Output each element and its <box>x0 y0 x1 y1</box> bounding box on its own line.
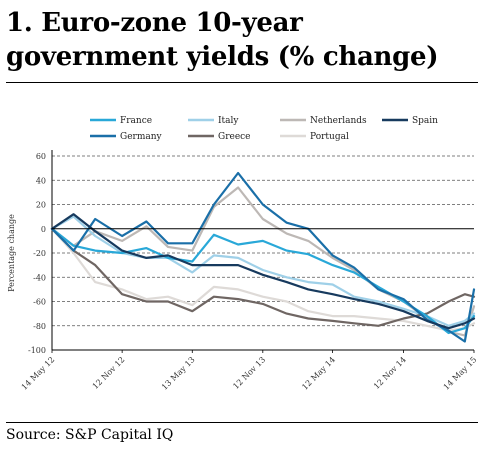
y-tick-label: -40 <box>33 273 46 282</box>
y-tick-label: 60 <box>36 152 46 161</box>
title-divider <box>6 82 478 83</box>
legend-label-germany: Germany <box>120 132 163 142</box>
y-tick-label: -60 <box>33 298 46 307</box>
x-tick-label: 12 Nov 12 <box>91 355 127 391</box>
line-chart: 60 40 20 0 -20 -40 -60 -80 -100 Percentage change… <box>7 116 479 392</box>
y-tick-label: -100 <box>28 346 46 355</box>
chart-title: 1. Euro-zone 10-year government yields (… <box>6 8 439 72</box>
legend-label-netherlands: Netherlands <box>310 116 367 126</box>
series-line-portugal <box>50 227 476 332</box>
legend-label-greece: Greece <box>218 132 251 142</box>
x-tick-label: 14 May 12 <box>20 355 57 392</box>
x-tick-label: 12 May 14 <box>300 355 337 392</box>
y-tick-label: 0 <box>41 225 46 234</box>
y-tick-label: -80 <box>33 322 46 331</box>
source-note: Source: S&P Capital IQ <box>6 427 174 443</box>
x-tick-label: 14 May 15 <box>442 355 479 392</box>
legend-label-italy: Italy <box>218 116 239 126</box>
series-line-spain <box>50 213 476 330</box>
y-tick-label: -20 <box>33 249 46 258</box>
y-tick-label: 20 <box>36 201 46 210</box>
y-axis-label: Percentage change <box>7 214 16 292</box>
y-tick-label: 40 <box>36 176 46 185</box>
legend-label-portugal: Portugal <box>310 132 349 142</box>
x-tick-label: 12 Nov 14 <box>372 355 408 391</box>
legend-label-france: France <box>120 116 152 126</box>
series-line-germany <box>50 171 476 343</box>
source-divider <box>6 422 478 423</box>
x-tick-label: 13 May 13 <box>160 355 197 392</box>
legend-label-spain: Spain <box>412 116 438 126</box>
x-tick-label: 12 Nov 13 <box>231 355 267 391</box>
